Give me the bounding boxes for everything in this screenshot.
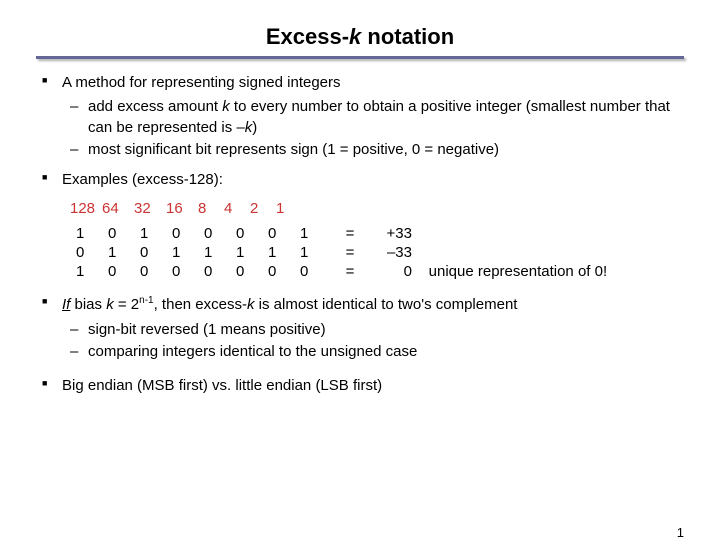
equals-cell: =: [332, 225, 368, 242]
bit-header-cell: 4: [224, 200, 250, 217]
bullet-1-sub2: most significant bit represents sign (1 …: [62, 140, 684, 160]
title-pre: Excess-: [266, 24, 349, 49]
slide-title: Excess-k notation: [36, 24, 684, 50]
bullet-3-sub2: comparing integers identical to the unsi…: [62, 342, 684, 362]
bullet-4: Big endian (MSB first) vs. little endian…: [36, 376, 684, 396]
bit-header-cell: 8: [198, 200, 224, 217]
bit-data-rows: 10100001=+3301011111=–3310000000=0 uniqu…: [76, 225, 684, 280]
bit-cell: 0: [108, 263, 140, 280]
bit-cell: 1: [300, 244, 332, 261]
bullet-1-text: A method for representing signed integer…: [62, 74, 341, 91]
bit-header-cell: 2: [250, 200, 276, 217]
bit-header-cell: 16: [166, 200, 198, 217]
bit-cell: 1: [236, 244, 268, 261]
bullet-1: A method for representing signed integer…: [36, 73, 684, 160]
bit-cell: 0: [76, 244, 108, 261]
bit-data-row: 10000000=0 unique representation of 0!: [76, 263, 684, 280]
bit-cell: 0: [300, 263, 332, 280]
bit-data-row: 10100001=+33: [76, 225, 684, 242]
note-cell: unique representation of 0!: [412, 263, 607, 280]
bit-header-cell: 32: [134, 200, 166, 217]
bit-cell: 0: [172, 225, 204, 242]
bullet-3-sub1: sign-bit reversed (1 means positive): [62, 320, 684, 340]
value-cell: 0: [368, 263, 412, 280]
bullet-list-2: If bias k = 2n-1, then excess-k is almos…: [36, 294, 684, 396]
bit-header-cell: 1: [276, 200, 294, 217]
page-number: 1: [677, 525, 684, 540]
bit-cell: 0: [204, 263, 236, 280]
equals-cell: =: [332, 263, 368, 280]
bit-cell: 0: [236, 263, 268, 280]
bullet-list: A method for representing signed integer…: [36, 73, 684, 190]
bit-cell: 0: [140, 244, 172, 261]
bit-header-cell: 64: [102, 200, 134, 217]
bit-cell: 1: [108, 244, 140, 261]
value-cell: –33: [368, 244, 412, 261]
bit-cell: 0: [140, 263, 172, 280]
bit-data-row: 01011111=–33: [76, 244, 684, 261]
bit-header-row: 1286432168421: [70, 200, 684, 217]
bit-cell: 0: [108, 225, 140, 242]
bit-cell: 1: [76, 263, 108, 280]
equals-cell: =: [332, 244, 368, 261]
bit-cell: 1: [300, 225, 332, 242]
bit-cell: 1: [140, 225, 172, 242]
value-cell: +33: [368, 225, 412, 242]
title-post: notation: [361, 24, 454, 49]
title-var: k: [349, 24, 361, 49]
bit-cell: 1: [268, 244, 300, 261]
bit-cell: 0: [172, 263, 204, 280]
bit-header-cell: 128: [70, 200, 102, 217]
bit-cell: 0: [268, 225, 300, 242]
bullet-3: If bias k = 2n-1, then excess-k is almos…: [36, 294, 684, 362]
bullet-1-sub1: add excess amount k to every number to o…: [62, 97, 684, 138]
title-rule: [36, 56, 684, 59]
bit-cell: 1: [76, 225, 108, 242]
bit-cell: 1: [172, 244, 204, 261]
bit-cell: 0: [204, 225, 236, 242]
bit-cell: 0: [236, 225, 268, 242]
bit-cell: 0: [268, 263, 300, 280]
bullet-2: Examples (excess-128):: [36, 170, 684, 190]
bit-cell: 1: [204, 244, 236, 261]
